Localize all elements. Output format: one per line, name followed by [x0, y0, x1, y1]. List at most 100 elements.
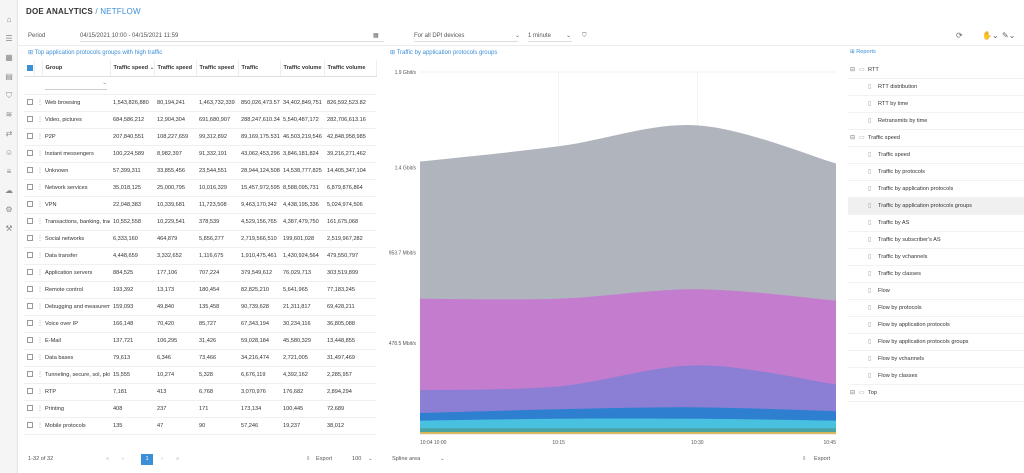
filter-icon[interactable]: ⛉: [582, 33, 587, 39]
table-row[interactable]: ⋮Social networks6,333,160464,8795,856,27…: [24, 230, 376, 248]
report-item[interactable]: ▯ Traffic by protocols: [848, 164, 1024, 181]
filter-icon[interactable]: ⛉: [6, 91, 12, 100]
expand-toggle-icon[interactable]: ⊟: [850, 67, 856, 73]
column-header[interactable]: Group: [42, 60, 111, 77]
column-header[interactable]: Traffic volume: [280, 60, 325, 77]
row-checkbox[interactable]: [24, 128, 34, 146]
table-row[interactable]: ⋮Web browsing1,543,826,88080,194,2411,46…: [24, 94, 376, 112]
report-item[interactable]: ▯ Retransmits by time: [848, 113, 1024, 130]
row-checkbox[interactable]: [24, 400, 34, 418]
report-group[interactable]: ⊟ ▭ Top: [848, 385, 1024, 402]
tune-icon[interactable]: ⚒: [5, 224, 13, 233]
table-settings-icon[interactable]: ⊞: [28, 50, 34, 56]
table-row[interactable]: ⋮Network services35,018,12525,000,79510,…: [24, 179, 376, 197]
report-item[interactable]: ▯ Traffic by application protocols: [848, 181, 1024, 198]
row-checkbox[interactable]: [24, 162, 34, 180]
row-checkbox[interactable]: [24, 196, 34, 214]
gear-icon[interactable]: ⚙: [5, 205, 13, 214]
table-row[interactable]: ⋮Application servers884,525177,106707,22…: [24, 264, 376, 282]
row-checkbox[interactable]: [24, 332, 34, 350]
report-item[interactable]: ▯ Flow by vchannels: [848, 351, 1024, 368]
row-checkbox[interactable]: [24, 264, 34, 282]
per-page-select[interactable]: 100: [352, 456, 362, 462]
report-item[interactable]: ▯ Flow by application protocols: [848, 317, 1024, 334]
chart-export-icon[interactable]: ⇩: [802, 456, 807, 462]
row-checkbox[interactable]: [24, 111, 34, 129]
table-row[interactable]: ⋮E-Mail137,721106,29531,42659,028,18445,…: [24, 332, 376, 350]
column-header[interactable]: Traffic volume: [324, 60, 377, 77]
drag-handle-icon[interactable]: ⋮: [34, 366, 42, 384]
table-row[interactable]: ⋮Tunneling, secure, sol, pki15,55510,274…: [24, 366, 376, 384]
next-page-icon[interactable]: ›: [161, 456, 163, 462]
report-group[interactable]: ⊟ ▭ RTT: [848, 62, 1024, 79]
drag-handle-icon[interactable]: ⋮: [34, 162, 42, 180]
prev-page-icon[interactable]: ‹: [122, 456, 124, 462]
export-icon[interactable]: ⇩: [306, 456, 311, 462]
series-area[interactable]: [420, 432, 836, 434]
chart-export-button[interactable]: Export: [814, 456, 831, 462]
menu-icon[interactable]: ☰: [5, 34, 13, 43]
table-row[interactable]: ⋮Transactions, banking, trac10,552,55810…: [24, 213, 376, 231]
calendar-icon[interactable]: ▦: [373, 33, 379, 39]
report-item[interactable]: ▯ Traffic by classes: [848, 266, 1024, 283]
report-item[interactable]: ▯ Traffic by vchannels: [848, 249, 1024, 266]
chart-settings-icon[interactable]: ⊞: [390, 50, 396, 56]
last-page-icon[interactable]: »: [176, 456, 180, 462]
drag-handle-icon[interactable]: ⋮: [34, 213, 42, 231]
drag-handle-icon[interactable]: ⋮: [34, 383, 42, 401]
group-filter-select[interactable]: ⌄: [42, 76, 110, 95]
refresh-icon[interactable]: ⟳: [956, 31, 963, 40]
drag-handle-icon[interactable]: ⋮: [34, 298, 42, 316]
table-row[interactable]: ⋮Instant messengers100,224,5898,982,3979…: [24, 145, 376, 163]
drag-handle-icon[interactable]: ⋮: [34, 94, 42, 112]
chart-type-select[interactable]: Spline area: [392, 456, 421, 462]
report-item[interactable]: ▯ Traffic by AS: [848, 215, 1024, 232]
drag-handle-icon[interactable]: ⋮: [34, 281, 42, 299]
signal-icon[interactable]: ≋: [5, 110, 13, 119]
row-checkbox[interactable]: [24, 179, 34, 197]
first-page-icon[interactable]: «: [106, 456, 110, 462]
drag-handle-icon[interactable]: ⋮: [34, 111, 42, 129]
table-row[interactable]: ⋮Video, pictures684,586,21212,904,304691…: [24, 111, 376, 129]
edit-icon[interactable]: ✎⌄: [1002, 31, 1016, 40]
report-item[interactable]: ▯ Flow by protocols: [848, 300, 1024, 317]
drag-handle-icon[interactable]: ⋮: [34, 230, 42, 248]
table-row[interactable]: ⋮Data transfer4,448,6593,332,6521,116,67…: [24, 247, 376, 265]
table-row[interactable]: ⋮P2P207,840,551108,227,65999,312,89289,1…: [24, 128, 376, 146]
report-item[interactable]: ▯ Flow by application protocols groups: [848, 334, 1024, 351]
report-item[interactable]: ▯ RTT by time: [848, 96, 1024, 113]
drag-handle-icon[interactable]: ⋮: [34, 145, 42, 163]
report-item[interactable]: ▯ Traffic by application protocols groups: [848, 198, 1024, 215]
row-checkbox[interactable]: [24, 213, 34, 231]
column-header[interactable]: Traffic speed: [196, 60, 239, 77]
row-checkbox[interactable]: [24, 298, 34, 316]
drag-handle-icon[interactable]: ⋮: [34, 349, 42, 367]
report-item[interactable]: ▯ RTT distribution: [848, 79, 1024, 96]
home-icon[interactable]: ⌂: [6, 15, 12, 24]
drag-handle-icon[interactable]: ⋮: [34, 315, 42, 333]
drag-handle-icon[interactable]: ⋮: [34, 128, 42, 146]
table-row[interactable]: ⋮Data bases79,6136,34673,46634,216,4742,…: [24, 349, 376, 367]
page-1-button[interactable]: 1: [141, 454, 153, 465]
row-checkbox[interactable]: [24, 383, 34, 401]
column-header[interactable]: Traffic: [238, 60, 281, 77]
column-header[interactable]: Traffic speed: [154, 60, 197, 77]
report-item[interactable]: ▯ Flow: [848, 283, 1024, 300]
row-checkbox[interactable]: [24, 366, 34, 384]
list-icon[interactable]: ≡: [6, 167, 12, 176]
drag-handle-icon[interactable]: ⋮: [34, 247, 42, 265]
grid-icon[interactable]: ▦: [5, 53, 13, 62]
table-row[interactable]: ⋮Unknown57,399,31133,855,45623,544,55128…: [24, 162, 376, 180]
table-row[interactable]: ⋮VPN22,048,38310,339,68111,723,5089,463,…: [24, 196, 376, 214]
report-group[interactable]: ⊟ ▭ Traffic speed: [848, 130, 1024, 147]
row-checkbox[interactable]: [24, 417, 34, 435]
report-item[interactable]: ▯ Traffic by subscriber's AS: [848, 232, 1024, 249]
table-row[interactable]: ⋮RTP7,1814136,7683,070,976176,6822,894,2…: [24, 383, 376, 401]
table-row[interactable]: ⋮Voice over IP166,14870,42085,72767,343,…: [24, 315, 376, 333]
row-checkbox[interactable]: [24, 349, 34, 367]
row-checkbox[interactable]: [24, 281, 34, 299]
select-all-checkbox[interactable]: [24, 60, 35, 77]
drag-handle-icon[interactable]: ⋮: [34, 196, 42, 214]
expand-toggle-icon[interactable]: ⊟: [850, 135, 856, 141]
